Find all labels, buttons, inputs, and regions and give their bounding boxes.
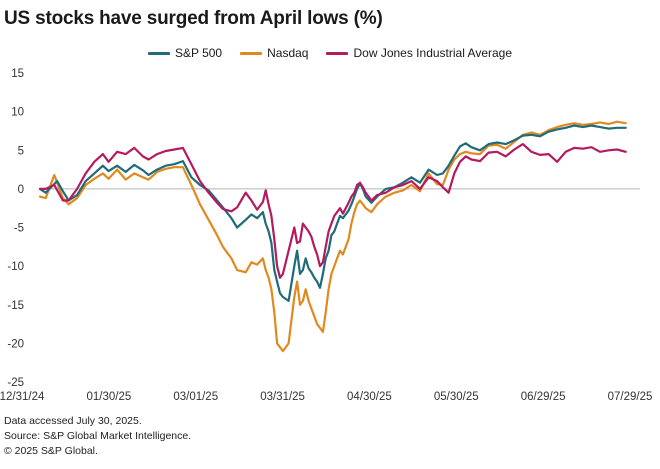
legend-swatch-sp500 — [147, 51, 170, 55]
footnotes: Data accessed July 30, 2025. Source: S&P… — [4, 414, 191, 459]
footnote-copyright: © 2025 S&P Global. — [4, 445, 98, 457]
x-tick-label: 06/29/25 — [521, 391, 566, 403]
y-tick-label: 0 — [18, 184, 24, 196]
line-chart: 15 10 5 0 -5 -10 -15 -20 -25 12/31/24 01/30/25 03/0… — [0, 68, 653, 403]
y-tick-label: -15 — [7, 300, 24, 312]
legend-label-nasdaq: Nasdaq — [267, 46, 309, 60]
legend-item-nasdaq: Nasdaq — [240, 46, 308, 60]
y-tick-label: 5 — [18, 145, 24, 157]
y-tick-label: -20 — [7, 338, 24, 350]
x-tick-label: 12/31/24 — [0, 391, 45, 403]
series-line-nasdaq — [38, 120, 627, 353]
y-tick-label: -25 — [7, 377, 24, 389]
y-tick-label: 15 — [11, 68, 24, 80]
series-line-s-p-500 — [38, 124, 627, 302]
legend-swatch-dow — [326, 51, 349, 55]
y-tick-label: -10 — [7, 261, 24, 273]
x-tick-label: 07/29/25 — [608, 391, 653, 403]
footnote-data-accessed: Data accessed July 30, 2025. — [4, 415, 142, 427]
legend-item-dow: Dow Jones Industrial Average — [326, 46, 512, 60]
legend-swatch-nasdaq — [240, 51, 263, 55]
x-tick-label: 05/30/25 — [434, 391, 479, 403]
x-tick-label: 01/30/25 — [86, 391, 131, 403]
y-tick-label: -5 — [14, 223, 24, 235]
x-tick-label: 03/01/25 — [173, 391, 218, 403]
series-line-dow-jones-industrial-average — [38, 143, 627, 279]
chart-legend: S&P 500 Nasdaq Dow Jones Industrial Aver… — [0, 46, 660, 60]
y-tick-label: 10 — [11, 107, 24, 119]
legend-label-dow: Dow Jones Industrial Average — [353, 46, 513, 60]
x-tick-label: 04/30/25 — [347, 391, 392, 403]
footnote-source: Source: S&P Global Market Intelligence. — [4, 430, 192, 442]
legend-item-sp500: S&P 500 — [147, 46, 223, 60]
chart-title: US stocks have surged from April lows (%… — [4, 8, 383, 29]
x-tick-label: 03/31/25 — [260, 391, 305, 403]
legend-label-sp500: S&P 500 — [174, 46, 223, 60]
